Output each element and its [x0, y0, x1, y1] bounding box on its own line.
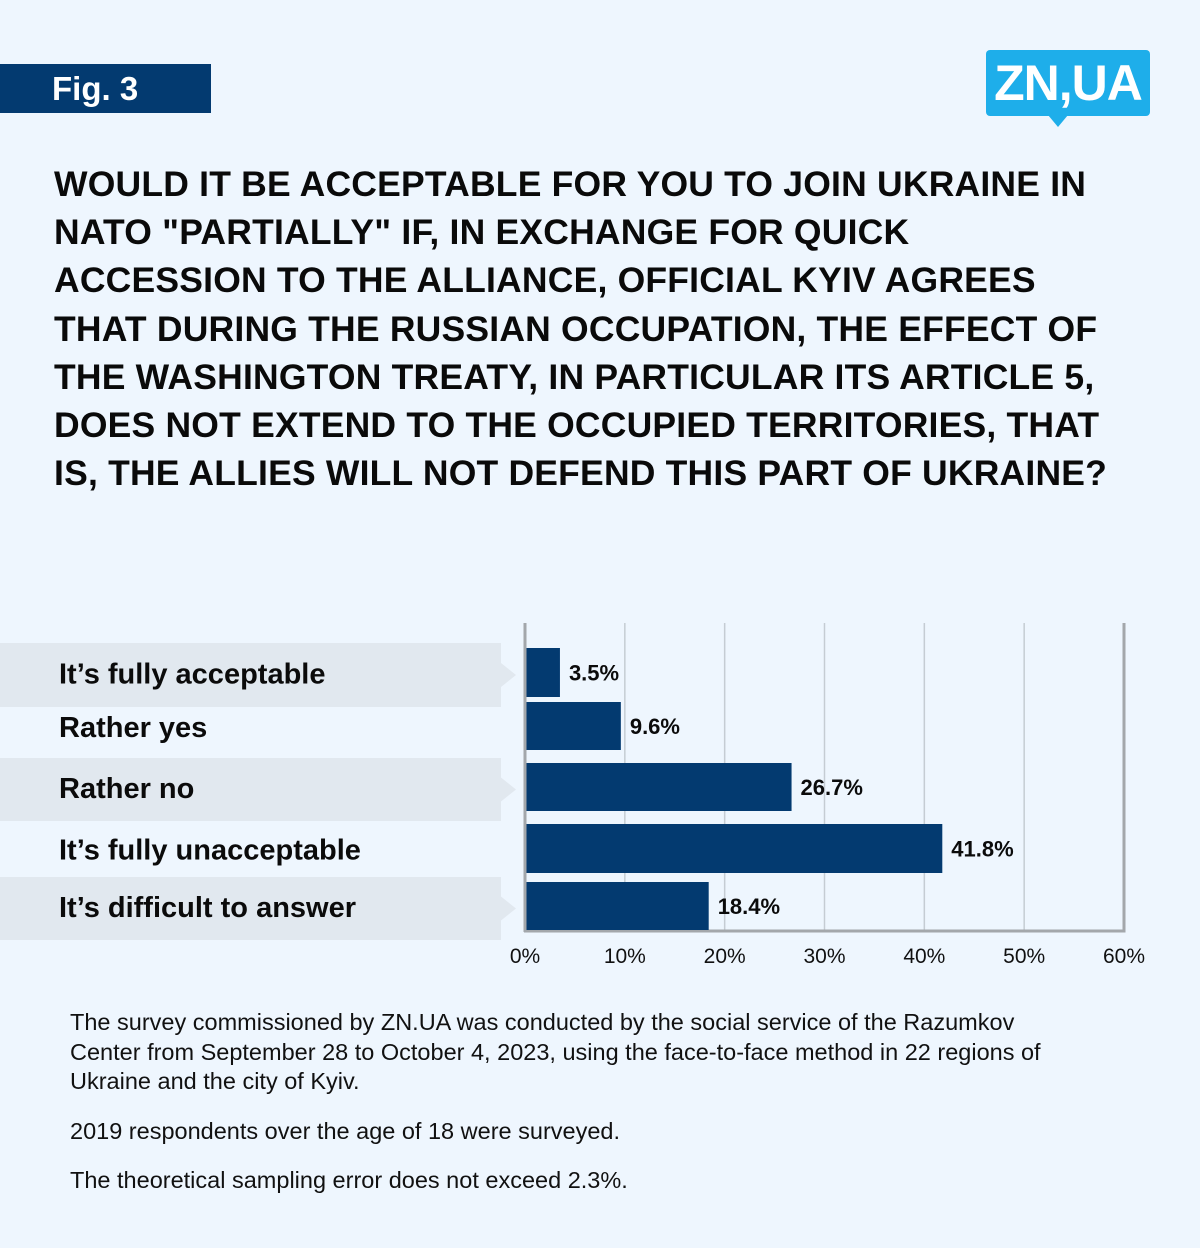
category-label: Rather yes	[59, 712, 207, 744]
x-tick-label: 50%	[1003, 945, 1045, 968]
x-tick-label: 60%	[1103, 945, 1145, 968]
note-methodology: The survey commissioned by ZN.UA was con…	[70, 1009, 1041, 1094]
x-tick-label: 20%	[704, 945, 746, 968]
bar-value-label: 3.5%	[569, 661, 619, 686]
category-label-band	[0, 758, 516, 821]
bar	[526, 882, 709, 930]
category-label: It’s fully unacceptable	[59, 835, 361, 867]
category-label-band	[0, 643, 516, 707]
bar	[526, 648, 560, 697]
note-respondents: 2019 respondents over the age of 18 were…	[70, 1117, 621, 1144]
bar	[526, 763, 792, 811]
bar	[526, 702, 621, 750]
bar	[526, 824, 943, 873]
bar-value-label: 26.7%	[801, 775, 863, 800]
logo-text: ZN,UA	[994, 55, 1143, 111]
figure-label: Fig. 3	[52, 69, 139, 107]
category-label: It’s fully acceptable	[59, 659, 325, 691]
x-tick-label: 30%	[803, 945, 845, 968]
x-tick-label: 40%	[903, 945, 945, 968]
logo-speech-tail-icon	[1048, 115, 1068, 127]
category-label-band	[0, 877, 516, 940]
zn-ua-logo: ZN,UA	[986, 50, 1150, 116]
bar-value-label: 18.4%	[718, 894, 780, 919]
bar-value-label: 41.8%	[951, 837, 1013, 862]
survey-notes: The survey commissioned by ZN.UA was con…	[70, 1008, 1070, 1216]
x-tick-label: 10%	[604, 945, 646, 968]
figure-badge: Fig. 3	[0, 64, 211, 113]
bar-value-label: 9.6%	[630, 714, 680, 739]
category-label: It’s difficult to answer	[59, 892, 356, 924]
category-label: Rather no	[59, 773, 194, 805]
note-sampling-error: The theoretical sampling error does not …	[70, 1167, 628, 1193]
chart-canvas: 3.5% It’s fully acceptable 9.6% Rather yes 2…	[0, 623, 1145, 968]
x-tick-label: 0%	[510, 945, 540, 968]
bar-chart: 3.5% It’s fully acceptable 9.6% Rather yes 2…	[0, 600, 1200, 980]
survey-question: Would it be acceptable for you to join U…	[54, 164, 1108, 494]
